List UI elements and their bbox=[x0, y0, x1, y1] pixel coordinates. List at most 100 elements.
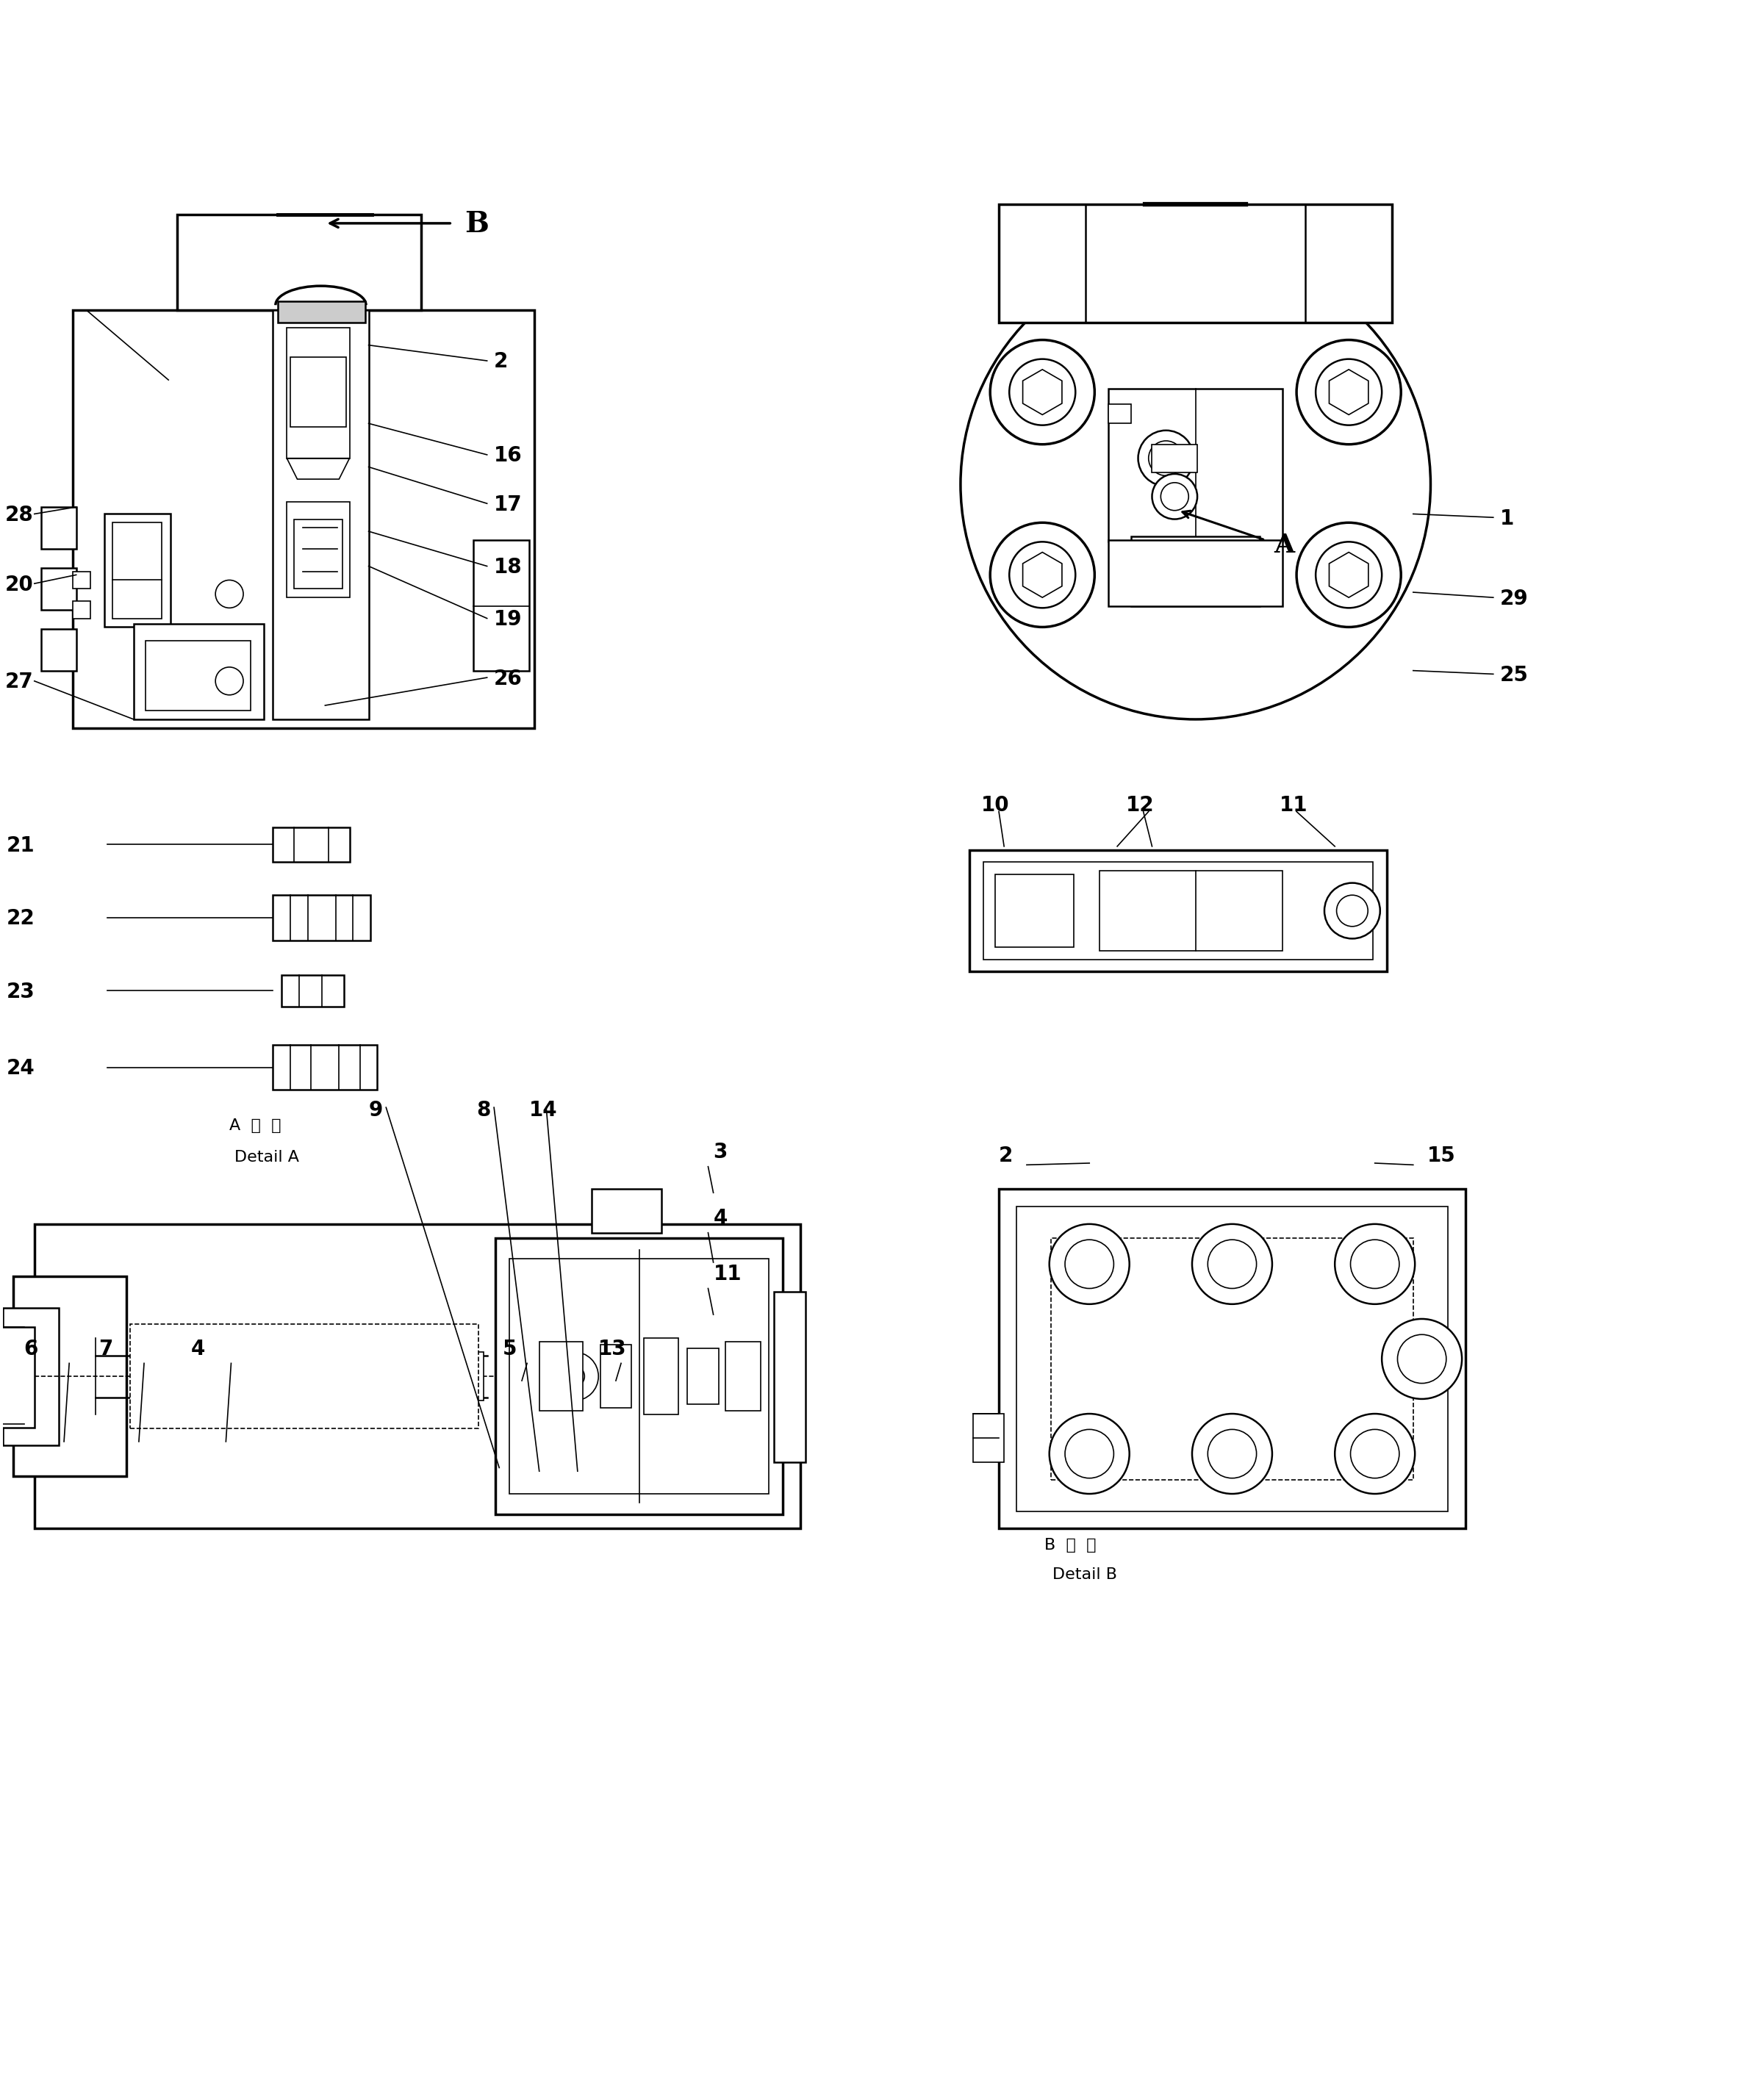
Text: 8: 8 bbox=[477, 1100, 491, 1121]
Text: A  詳  細: A 詳 細 bbox=[229, 1119, 281, 1134]
Circle shape bbox=[1066, 1239, 1115, 1289]
Bar bbox=[496, 1239, 783, 1514]
Bar bbox=[35, 1224, 800, 1529]
Circle shape bbox=[1296, 340, 1401, 445]
Text: 3: 3 bbox=[713, 1142, 727, 1161]
Bar bbox=[42, 628, 77, 670]
Bar bbox=[42, 506, 77, 548]
Circle shape bbox=[961, 250, 1431, 720]
Bar bbox=[73, 601, 91, 617]
Text: 5: 5 bbox=[503, 1338, 517, 1359]
Text: 2: 2 bbox=[999, 1144, 1013, 1166]
Bar bbox=[970, 850, 1387, 972]
Bar bbox=[400, 1344, 438, 1407]
Text: 28: 28 bbox=[5, 504, 33, 525]
Text: 11: 11 bbox=[1279, 796, 1307, 817]
Bar bbox=[1130, 538, 1260, 607]
Text: Detail B: Detail B bbox=[1053, 1567, 1118, 1581]
Bar bbox=[1052, 1239, 1413, 1480]
Bar bbox=[1151, 445, 1197, 472]
Text: 20: 20 bbox=[5, 575, 33, 594]
Bar bbox=[3, 1308, 59, 1445]
Bar bbox=[643, 1338, 678, 1415]
Circle shape bbox=[1335, 1224, 1415, 1304]
Bar bbox=[42, 567, 77, 609]
Bar bbox=[273, 895, 370, 941]
Circle shape bbox=[1382, 1319, 1462, 1399]
Bar bbox=[1101, 871, 1282, 951]
Bar bbox=[984, 861, 1373, 960]
Circle shape bbox=[1207, 1239, 1256, 1289]
Bar bbox=[473, 540, 529, 670]
Text: 27: 27 bbox=[5, 672, 33, 693]
Bar bbox=[510, 1258, 769, 1493]
Bar bbox=[278, 302, 365, 323]
Bar bbox=[176, 214, 421, 311]
Circle shape bbox=[1010, 359, 1076, 424]
Bar bbox=[73, 311, 535, 729]
Circle shape bbox=[1324, 882, 1380, 939]
Text: 17: 17 bbox=[494, 494, 522, 514]
Circle shape bbox=[991, 340, 1095, 445]
Circle shape bbox=[1010, 542, 1076, 607]
Bar bbox=[601, 1344, 631, 1407]
Text: 4: 4 bbox=[190, 1338, 206, 1359]
Bar bbox=[273, 827, 349, 861]
Text: 25: 25 bbox=[1501, 666, 1529, 685]
Bar bbox=[287, 328, 349, 458]
Bar bbox=[190, 1344, 260, 1407]
Circle shape bbox=[215, 580, 243, 607]
Bar bbox=[138, 1338, 182, 1415]
Circle shape bbox=[1336, 895, 1368, 926]
Bar bbox=[105, 514, 169, 628]
Circle shape bbox=[1050, 1413, 1129, 1493]
Bar bbox=[339, 1350, 388, 1403]
Text: 24: 24 bbox=[7, 1058, 35, 1079]
Circle shape bbox=[1350, 1430, 1399, 1478]
Bar bbox=[1017, 1208, 1448, 1512]
Text: 12: 12 bbox=[1125, 796, 1155, 817]
Bar bbox=[973, 1413, 1005, 1462]
Bar bbox=[725, 1342, 760, 1411]
Bar bbox=[996, 874, 1074, 947]
Bar bbox=[281, 974, 344, 1006]
Text: 9: 9 bbox=[369, 1100, 383, 1121]
Circle shape bbox=[1148, 441, 1183, 477]
Circle shape bbox=[550, 1352, 599, 1401]
Bar bbox=[273, 311, 369, 720]
Text: 11: 11 bbox=[713, 1264, 742, 1283]
Text: 15: 15 bbox=[1427, 1144, 1455, 1166]
Circle shape bbox=[1335, 1413, 1415, 1493]
Circle shape bbox=[1207, 1430, 1256, 1478]
Circle shape bbox=[1296, 523, 1401, 628]
Text: 21: 21 bbox=[7, 836, 35, 857]
Text: Detail A: Detail A bbox=[234, 1149, 299, 1163]
Text: 4: 4 bbox=[713, 1208, 727, 1228]
Bar bbox=[999, 1189, 1466, 1529]
Text: 26: 26 bbox=[494, 668, 522, 689]
Bar bbox=[129, 1325, 479, 1428]
Bar bbox=[999, 204, 1392, 323]
Bar bbox=[290, 357, 346, 426]
Circle shape bbox=[564, 1365, 585, 1386]
Bar bbox=[449, 1352, 484, 1401]
Bar bbox=[14, 1277, 128, 1476]
Bar bbox=[592, 1189, 660, 1233]
Text: 19: 19 bbox=[494, 609, 522, 630]
Text: B  詳  細: B 詳 細 bbox=[1045, 1537, 1095, 1552]
Bar bbox=[1109, 388, 1282, 542]
Bar bbox=[114, 523, 161, 617]
Bar bbox=[687, 1348, 718, 1405]
Text: 13: 13 bbox=[599, 1338, 627, 1359]
Text: 23: 23 bbox=[7, 981, 35, 1002]
Text: 16: 16 bbox=[494, 445, 522, 466]
Bar bbox=[145, 640, 250, 710]
Circle shape bbox=[1050, 1224, 1129, 1304]
Text: 29: 29 bbox=[1501, 588, 1529, 609]
Circle shape bbox=[1350, 1239, 1399, 1289]
Circle shape bbox=[1315, 542, 1382, 607]
Circle shape bbox=[1191, 1224, 1272, 1304]
Bar bbox=[273, 1046, 377, 1090]
Bar bbox=[1109, 540, 1282, 607]
Circle shape bbox=[991, 523, 1095, 628]
